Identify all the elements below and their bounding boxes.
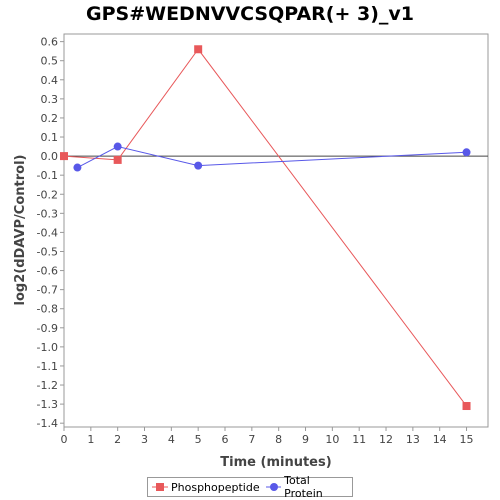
y-tick-label: -1.0 xyxy=(37,341,58,354)
x-tick-label: 8 xyxy=(275,433,282,446)
y-tick-label: -0.2 xyxy=(37,188,58,201)
y-tick-label: -0.5 xyxy=(37,245,58,258)
y-tick-label: 0.4 xyxy=(41,74,59,87)
x-tick-label: 3 xyxy=(141,433,148,446)
x-axis: 0 1 2 3 4 5 6 7 8 9 10 11 12 13 14 15 xyxy=(61,427,474,446)
x-tick-label: 10 xyxy=(325,433,339,446)
x-tick-label: 13 xyxy=(406,433,420,446)
x-tick-label: 0 xyxy=(61,433,68,446)
legend: Phosphopeptide Total Protein xyxy=(147,474,353,500)
data-point-total-protein xyxy=(113,142,122,151)
x-tick-label: 9 xyxy=(302,433,309,446)
series-group xyxy=(60,45,471,411)
legend-item-phosphopeptide: Phosphopeptide xyxy=(152,481,260,494)
chart-title: GPS#WEDNVVCSQPAR(+ 3)_v1 xyxy=(85,3,415,25)
data-point-total-protein xyxy=(462,148,471,157)
series-line-phosphopeptide xyxy=(63,48,467,407)
y-tick-label: 0.0 xyxy=(41,150,59,163)
y-tick-label: 0.2 xyxy=(41,112,59,125)
y-tick-label: -0.8 xyxy=(37,303,58,316)
y-tick-label: -0.4 xyxy=(37,226,58,239)
y-tick-label: -1.4 xyxy=(37,417,58,430)
x-tick-label: 7 xyxy=(248,433,255,446)
y-tick-label: 0.5 xyxy=(41,55,59,68)
y-tick-label: -0.3 xyxy=(37,207,58,220)
x-tick-label: 14 xyxy=(433,433,447,446)
y-axis: 0.6 0.5 0.4 0.3 0.2 0.1 0.0 -0.1 -0.2 -0.3 -0.4 -0.… xyxy=(37,36,64,430)
y-tick-label: 0.6 xyxy=(41,36,59,49)
legend-item-total-protein: Total Protein xyxy=(265,474,350,500)
series-line-total-protein xyxy=(77,146,467,168)
data-point-phosphopeptide xyxy=(462,402,471,411)
x-tick-label: 12 xyxy=(379,433,393,446)
x-tick-label: 1 xyxy=(87,433,94,446)
data-point-total-protein xyxy=(73,163,82,172)
square-marker-icon xyxy=(152,483,168,491)
y-tick-label: -1.3 xyxy=(37,398,58,411)
y-tick-label: -1.1 xyxy=(37,360,58,373)
data-point-total-protein xyxy=(194,161,203,170)
y-tick-label: -0.1 xyxy=(37,169,58,182)
x-tick-label: 5 xyxy=(195,433,202,446)
y-tick-label: -0.6 xyxy=(37,265,58,278)
y-tick-label: -0.7 xyxy=(37,284,58,297)
x-tick-label: 11 xyxy=(352,433,366,446)
x-tick-label: 4 xyxy=(168,433,175,446)
x-tick-label: 2 xyxy=(114,433,121,446)
y-axis-label: log2(dDAVP/Control) xyxy=(13,155,28,306)
y-tick-label: 0.3 xyxy=(41,93,59,106)
y-tick-label: -0.9 xyxy=(37,322,58,335)
plot-area xyxy=(63,33,489,428)
data-point-phosphopeptide xyxy=(113,155,122,164)
y-tick-label: 0.1 xyxy=(41,131,59,144)
data-point-phosphopeptide xyxy=(194,45,203,54)
x-tick-label: 15 xyxy=(460,433,474,446)
legend-label: Total Protein xyxy=(284,474,323,500)
circle-marker-icon xyxy=(265,483,282,491)
y-tick-label: -1.2 xyxy=(37,379,58,392)
data-point-phosphopeptide xyxy=(60,152,68,161)
x-tick-label: 6 xyxy=(222,433,229,446)
x-axis-label: Time (minutes) xyxy=(220,455,331,470)
legend-label: Phosphopeptide xyxy=(171,480,260,494)
